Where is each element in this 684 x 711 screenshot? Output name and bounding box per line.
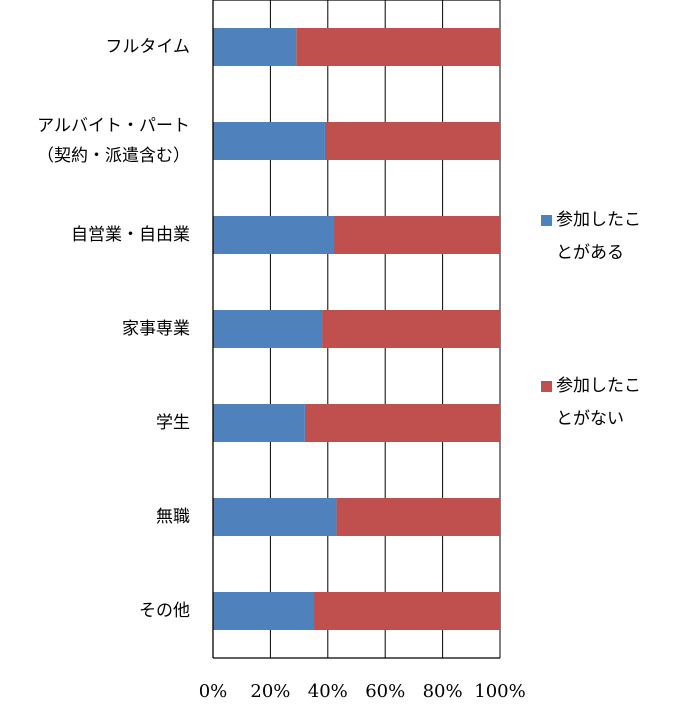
bar-4-series-1	[304, 404, 500, 442]
bar-0-series-1	[296, 28, 500, 66]
bar-6-series-0	[213, 592, 314, 630]
x-tick-labels: 0% 20% 40% 60% 80% 100%	[199, 681, 526, 702]
category-label-1-0: アルバイト・パート	[37, 116, 190, 136]
axes	[212, 0, 500, 659]
bar-1-series-1	[324, 122, 500, 160]
legend-label-0-0: 参加したこ	[556, 210, 641, 230]
bar-6-series-1	[313, 592, 500, 630]
bar-1-series-0	[213, 122, 325, 160]
x-tick-label-3: 60%	[365, 681, 405, 702]
legend-label-0-1: とがある	[556, 243, 624, 263]
bar-0-series-0	[213, 28, 297, 66]
category-label-2-0: 自営業・自由業	[71, 225, 190, 245]
bar-5-series-0	[213, 498, 337, 536]
legend-label-1-0: 参加したこ	[556, 376, 641, 396]
legend-swatch-0	[541, 215, 552, 226]
x-tick-label-0: 0%	[199, 681, 228, 702]
x-tick-label-1: 20%	[250, 681, 290, 702]
bar-2-series-1	[333, 216, 500, 254]
category-label-4-0: 学生	[156, 413, 190, 433]
bars	[213, 28, 500, 630]
x-tick-label-5: 100%	[474, 681, 525, 702]
category-label-1-1: （契約・派遣含む）	[37, 146, 190, 166]
bar-5-series-1	[336, 498, 500, 536]
category-label-5-0: 無職	[156, 507, 190, 527]
legend-label-1-1: とがない	[556, 409, 624, 429]
bar-3-series-0	[213, 310, 323, 348]
bar-4-series-0	[213, 404, 305, 442]
bar-3-series-1	[322, 310, 500, 348]
x-tick-label-2: 40%	[308, 681, 348, 702]
x-tick-label-4: 80%	[423, 681, 463, 702]
category-label-0-0: フルタイム	[105, 37, 190, 57]
bar-2-series-0	[213, 216, 334, 254]
category-label-6-0: その他	[139, 601, 190, 621]
legend-swatch-1	[541, 381, 552, 392]
category-label-3-0: 家事専業	[122, 319, 190, 339]
